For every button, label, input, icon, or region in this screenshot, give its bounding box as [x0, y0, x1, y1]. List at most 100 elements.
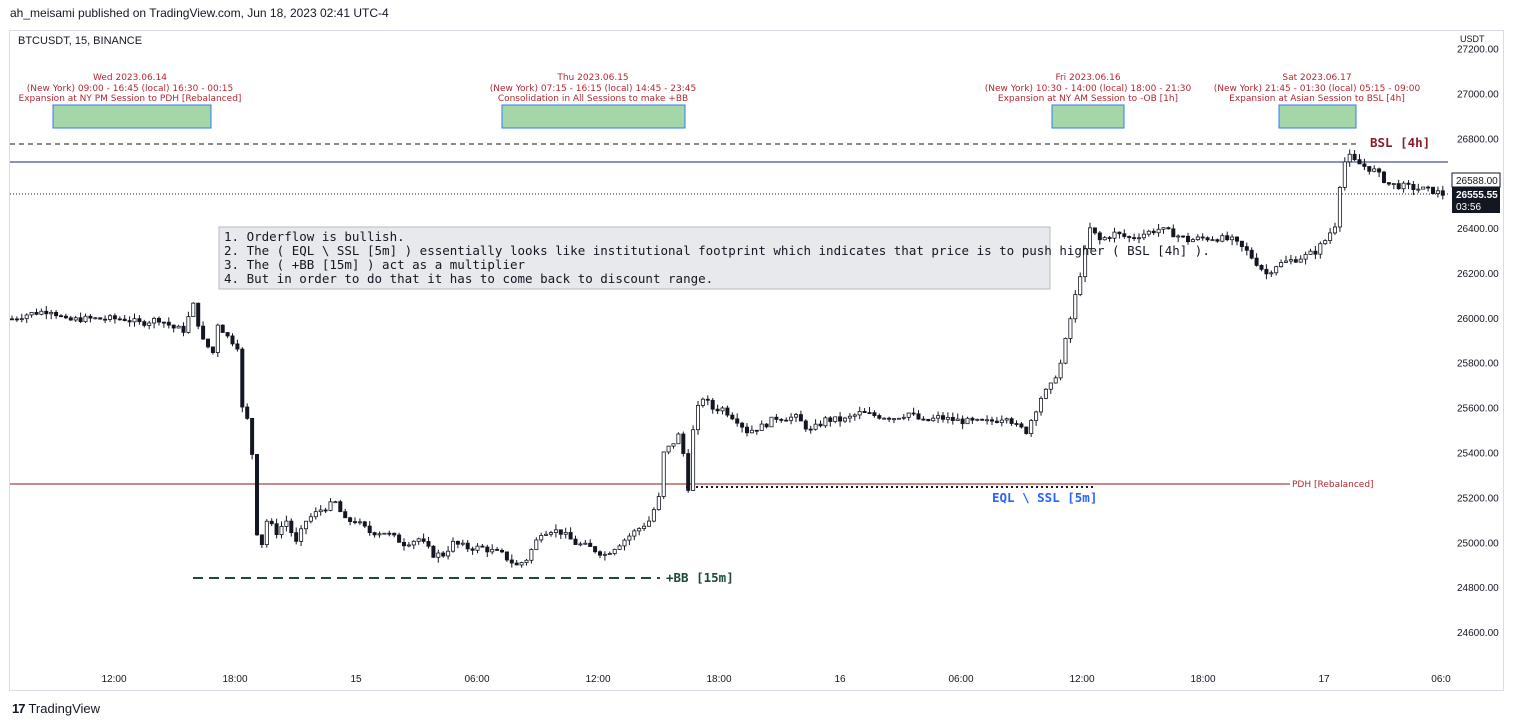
candle — [588, 539, 593, 547]
candle — [191, 302, 196, 318]
candle — [186, 311, 191, 334]
candle — [725, 405, 730, 418]
price-axis[interactable]: 27200.0027000.0026800.0026600.0026400.00… — [1457, 44, 1499, 639]
session-sat-day: Sat 2023.06.17 — [1282, 73, 1351, 83]
candle — [1303, 251, 1308, 265]
candle — [994, 417, 999, 424]
session-fri-box[interactable] — [1051, 104, 1125, 129]
candle — [421, 533, 426, 544]
candle — [397, 532, 402, 543]
candle — [1367, 166, 1372, 175]
note-line-4: 4. But in order to do that it has to com… — [224, 271, 713, 286]
candle — [196, 302, 201, 330]
candle — [318, 505, 323, 516]
y-tick-label: 26400.00 — [1457, 224, 1499, 235]
candle — [965, 416, 970, 425]
candle — [259, 534, 264, 548]
candle — [696, 400, 701, 435]
candle — [754, 429, 759, 435]
x-tick-label: 18:00 — [1190, 674, 1215, 685]
candle — [715, 404, 720, 415]
candle — [980, 418, 985, 421]
candle — [1200, 233, 1205, 241]
session-wed-desc: Expansion at NY PM Session to PDH [Rebal… — [19, 94, 242, 104]
bsl-label: BSL [4h] — [1370, 135, 1430, 150]
pdh-label: PDH [Rebalanced] — [1292, 480, 1374, 490]
candle — [436, 549, 441, 563]
candle — [171, 324, 176, 333]
candle — [549, 530, 554, 537]
candle — [225, 332, 230, 339]
candle — [1190, 238, 1195, 243]
candle — [553, 524, 558, 538]
candle — [377, 531, 382, 538]
candle — [808, 425, 813, 434]
candle — [519, 561, 524, 568]
candle — [651, 507, 656, 523]
x-tick-label: 18:00 — [706, 674, 731, 685]
candle — [642, 522, 647, 531]
candle — [475, 543, 480, 554]
candle — [1146, 229, 1151, 237]
candle — [622, 538, 627, 551]
candle — [1019, 421, 1024, 429]
candle — [1107, 235, 1112, 242]
candle — [98, 317, 103, 320]
candle — [254, 454, 259, 536]
candle — [367, 521, 372, 536]
candle — [803, 419, 808, 432]
candle — [308, 513, 313, 524]
symbol-legend[interactable]: BTCUSDT, 15, BINANCE — [18, 35, 143, 47]
candle — [936, 411, 941, 424]
candle — [460, 539, 465, 547]
candle — [88, 313, 93, 323]
candle — [416, 537, 421, 545]
candle — [1210, 236, 1215, 242]
candle — [1293, 256, 1298, 263]
publisher-header: ah_meisami published on TradingView.com,… — [10, 6, 389, 20]
session-thu-box[interactable] — [501, 104, 686, 129]
candle — [362, 520, 367, 529]
candle — [1195, 234, 1200, 241]
candle — [181, 322, 186, 337]
candle — [882, 417, 887, 420]
note-box[interactable]: 1. Orderflow is bullish. 2. The ( EQL \ … — [218, 226, 1210, 290]
x-tick-label: 15 — [350, 674, 362, 685]
last-close-value: 26588.00 — [1456, 176, 1498, 187]
candle — [1411, 181, 1416, 196]
candle — [798, 410, 803, 422]
candle — [54, 310, 59, 319]
candle — [524, 558, 529, 566]
candle — [29, 311, 34, 318]
chart-frame[interactable] — [9, 30, 1504, 691]
candle — [1078, 272, 1083, 297]
candle — [1161, 227, 1166, 234]
tradingview-logo-icon: 17 — [12, 701, 26, 716]
candle — [823, 415, 828, 428]
time-axis[interactable]: 12:00 18:00 15 06:00 12:00 18:00 16 06:00 12:00 1… — [101, 674, 1451, 685]
candle — [1421, 186, 1426, 190]
candle — [921, 416, 926, 421]
candle — [1435, 186, 1440, 198]
x-tick-label: 06:0 — [1431, 674, 1451, 685]
session-wed-box[interactable] — [52, 104, 212, 129]
session-wed-day: Wed 2023.06.14 — [93, 73, 167, 83]
candle — [343, 508, 348, 519]
candle — [1039, 396, 1044, 416]
session-fri-desc: Expansion at NY AM Session to -OB [1h] — [998, 94, 1178, 104]
candle — [970, 416, 975, 424]
y-tick-label: 25000.00 — [1457, 538, 1499, 549]
candle — [245, 403, 250, 420]
candle — [235, 339, 240, 352]
candle — [1333, 222, 1338, 235]
candle — [720, 406, 725, 415]
tradingview-logo[interactable]: 17 TradingView — [12, 701, 100, 716]
candle — [352, 517, 357, 525]
candle — [745, 423, 750, 437]
candle — [691, 425, 696, 491]
candle — [818, 420, 823, 428]
session-sat-box[interactable] — [1278, 104, 1357, 129]
candle — [1337, 185, 1342, 232]
candle — [284, 515, 289, 532]
